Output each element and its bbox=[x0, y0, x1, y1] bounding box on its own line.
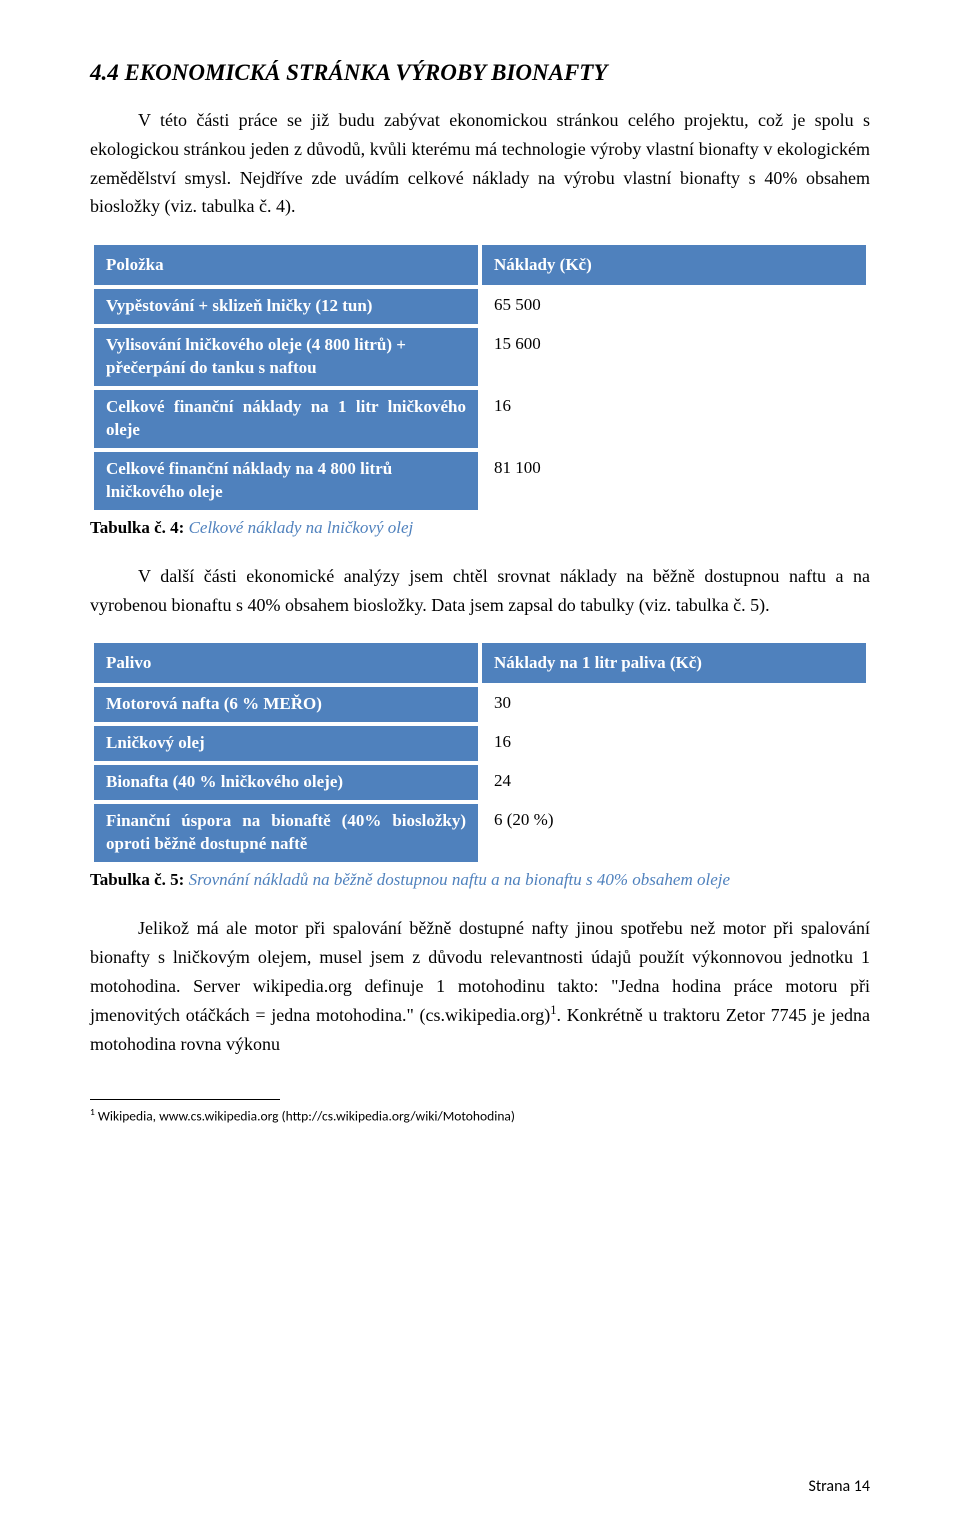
document-page: 4.4 EKONOMICKÁ STRÁNKA VÝROBY BIONAFTY V… bbox=[0, 0, 960, 1526]
table-label-cell: Vypěstování + sklizeň lničky (12 tun) bbox=[94, 289, 478, 324]
table-header-row: Palivo Náklady na 1 litr paliva (Kč) bbox=[94, 643, 866, 683]
caption-label: Tabulka č. 4: bbox=[90, 518, 184, 537]
table-row: Celkové finanční náklady na 4 800 litrů … bbox=[94, 452, 866, 510]
caption-text: Celkové náklady na lničkový olej bbox=[184, 518, 413, 537]
table-value-cell: 16 bbox=[482, 390, 866, 448]
closing-paragraph: Jelikož má ale motor při spalování běžně… bbox=[90, 914, 870, 1059]
table-caption: Tabulka č. 4: Celkové náklady na lničkov… bbox=[90, 518, 870, 538]
table-header-cell: Náklady (Kč) bbox=[482, 245, 866, 285]
table-header-cell: Náklady na 1 litr paliva (Kč) bbox=[482, 643, 866, 683]
table-row: Motorová nafta (6 % MEŘO) 30 bbox=[94, 687, 866, 722]
table-caption: Tabulka č. 5: Srovnání nákladů na běžně … bbox=[90, 870, 870, 890]
table-label-cell: Vylisování lničkového oleje (4 800 litrů… bbox=[94, 328, 478, 386]
table-fuel-comparison: Palivo Náklady na 1 litr paliva (Kč) Mot… bbox=[90, 639, 870, 866]
table-header-cell: Palivo bbox=[94, 643, 478, 683]
table-row: Vylisování lničkového oleje (4 800 litrů… bbox=[94, 328, 866, 386]
table-costs: Položka Náklady (Kč) Vypěstování + skliz… bbox=[90, 241, 870, 514]
table-value-cell: 16 bbox=[482, 726, 866, 761]
footnote-separator bbox=[90, 1099, 280, 1100]
table-value-cell: 30 bbox=[482, 687, 866, 722]
table-row: Lničkový olej 16 bbox=[94, 726, 866, 761]
middle-paragraph: V další části ekonomické analýzy jsem ch… bbox=[90, 562, 870, 620]
table-row: Celkové finanční náklady na 1 litr lničk… bbox=[94, 390, 866, 448]
table-header-row: Položka Náklady (Kč) bbox=[94, 245, 866, 285]
table-value-cell: 15 600 bbox=[482, 328, 866, 386]
table-value-cell: 24 bbox=[482, 765, 866, 800]
table-header-cell: Položka bbox=[94, 245, 478, 285]
table-value-cell: 6 (20 %) bbox=[482, 804, 866, 862]
footnote-text: Wikipedia, www.cs.wikipedia.org (http://… bbox=[95, 1108, 515, 1125]
section-heading: 4.4 EKONOMICKÁ STRÁNKA VÝROBY BIONAFTY bbox=[90, 60, 870, 86]
page-number: Strana 14 bbox=[808, 1477, 870, 1496]
table-row: Vypěstování + sklizeň lničky (12 tun) 65… bbox=[94, 289, 866, 324]
table-row: Bionafta (40 % lničkového oleje) 24 bbox=[94, 765, 866, 800]
table-label-cell: Bionafta (40 % lničkového oleje) bbox=[94, 765, 478, 800]
table-label-cell: Finanční úspora na bionaftě (40% bioslož… bbox=[94, 804, 478, 862]
table-value-cell: 81 100 bbox=[482, 452, 866, 510]
caption-text: Srovnání nákladů na běžně dostupnou naft… bbox=[184, 870, 730, 889]
table-label-cell: Lničkový olej bbox=[94, 726, 478, 761]
table-label-cell: Motorová nafta (6 % MEŘO) bbox=[94, 687, 478, 722]
table-value-cell: 65 500 bbox=[482, 289, 866, 324]
caption-label: Tabulka č. 5: bbox=[90, 870, 184, 889]
table-row: Finanční úspora na bionaftě (40% bioslož… bbox=[94, 804, 866, 862]
table-label-cell: Celkové finanční náklady na 4 800 litrů … bbox=[94, 452, 478, 510]
intro-paragraph: V této části práce se již budu zabývat e… bbox=[90, 106, 870, 221]
table-label-cell: Celkové finanční náklady na 1 litr lničk… bbox=[94, 390, 478, 448]
footnote: 1 Wikipedia, www.cs.wikipedia.org (http:… bbox=[90, 1106, 870, 1125]
